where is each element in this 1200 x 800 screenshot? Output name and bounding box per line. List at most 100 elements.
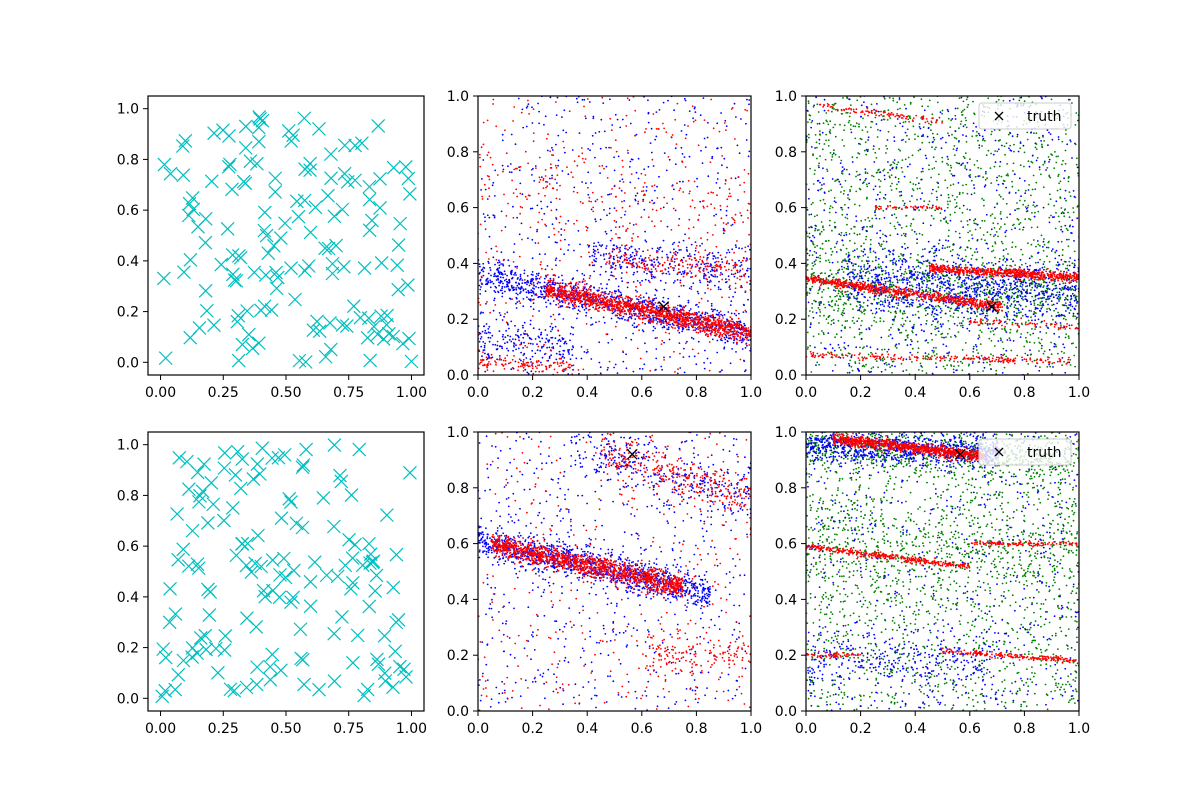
scatter-point	[696, 312, 698, 315]
scatter-point	[557, 164, 559, 167]
scatter-point	[306, 323, 321, 338]
scatter-point	[568, 290, 570, 292]
scatter-point	[727, 331, 730, 333]
scatter-point	[648, 314, 650, 316]
scatter-point	[551, 223, 554, 226]
scatter-point	[972, 100, 974, 103]
scatter-point	[497, 275, 500, 277]
scatter-point	[583, 308, 586, 311]
scatter-point	[225, 248, 240, 262]
scatter-point	[594, 253, 596, 255]
scatter-point	[911, 331, 914, 334]
scatter-point	[921, 141, 924, 144]
scatter-point	[880, 243, 883, 246]
scatter-point	[644, 257, 647, 259]
scatter-point	[719, 204, 722, 207]
scatter-point	[716, 265, 718, 268]
scatter-point	[694, 119, 697, 122]
scatter-point	[486, 301, 488, 303]
scatter-point	[506, 354, 509, 357]
scatter-point	[692, 226, 695, 229]
scatter-point	[661, 300, 664, 303]
scatter-point	[538, 181, 541, 184]
scatter-point	[641, 267, 644, 269]
scatter-point	[548, 293, 550, 296]
scatter-point	[530, 291, 533, 294]
scatter-point	[732, 335, 735, 338]
scatter-point	[735, 309, 737, 312]
scatter-point	[487, 357, 489, 360]
scatter-point	[590, 324, 592, 326]
scatter-point	[542, 345, 545, 348]
scatter-point	[567, 351, 570, 354]
scatter-point	[559, 305, 562, 307]
scatter-point	[697, 292, 700, 295]
scatter-point	[723, 313, 726, 316]
scatter-point	[583, 303, 586, 306]
scatter-point	[538, 370, 541, 373]
scatter-point	[1074, 315, 1076, 318]
scatter-point	[965, 119, 967, 122]
scatter-point	[611, 291, 613, 294]
scatter-point	[1019, 164, 1022, 167]
scatter-point	[598, 361, 601, 364]
scatter-point	[612, 311, 615, 314]
scatter-point	[1065, 129, 1067, 131]
scatter-point	[835, 273, 838, 275]
scatter-point	[644, 303, 647, 306]
scatter-point	[953, 145, 956, 147]
scatter-point	[552, 347, 555, 350]
scatter-point	[489, 337, 492, 339]
scatter-point	[532, 343, 534, 345]
scatter-point	[541, 345, 543, 348]
scatter-point	[661, 250, 664, 253]
scatter-point	[506, 311, 509, 314]
scatter-point	[551, 290, 554, 292]
scatter-point	[585, 117, 587, 120]
scatter-point	[614, 113, 617, 116]
scatter-point	[887, 171, 889, 174]
scatter-point	[526, 364, 528, 367]
scatter-point	[532, 292, 535, 295]
scatter-point	[625, 336, 627, 339]
scatter-point	[558, 313, 561, 315]
scatter-point	[954, 198, 956, 201]
scatter-point	[678, 326, 680, 328]
scatter-point	[249, 156, 264, 171]
scatter-point	[486, 214, 489, 217]
scatter-point	[946, 206, 949, 209]
scatter-point	[593, 259, 595, 261]
scatter-point	[238, 140, 253, 155]
scatter-point	[741, 259, 744, 262]
scatter-point	[947, 132, 949, 135]
scatter-point	[634, 109, 637, 112]
scatter-point	[866, 131, 869, 133]
scatter-point	[632, 232, 635, 235]
scatter-point	[482, 341, 485, 343]
scatter-point	[845, 231, 847, 234]
scatter-point	[590, 316, 593, 319]
scatter-point	[709, 265, 711, 268]
scatter-point	[900, 253, 902, 255]
scatter-point	[364, 213, 379, 228]
scatter-point	[613, 169, 616, 172]
scatter-point	[716, 339, 719, 342]
scatter-point	[554, 293, 557, 295]
scatter-point	[636, 302, 639, 304]
scatter-point	[579, 243, 581, 246]
scatter-point	[564, 222, 567, 225]
scatter-point	[744, 246, 747, 249]
scatter-point	[720, 313, 722, 316]
scatter-point	[616, 118, 619, 121]
scatter-point	[557, 303, 560, 305]
scatter-point	[657, 312, 659, 315]
scatter-point	[614, 314, 617, 317]
scatter-point	[487, 272, 490, 275]
scatter-point	[613, 296, 616, 299]
scatter-point	[708, 369, 711, 372]
scatter-point	[747, 155, 750, 158]
scatter-point	[522, 363, 524, 366]
scatter-point	[558, 353, 561, 356]
scatter-point	[861, 129, 864, 132]
scatter-point	[667, 156, 670, 158]
